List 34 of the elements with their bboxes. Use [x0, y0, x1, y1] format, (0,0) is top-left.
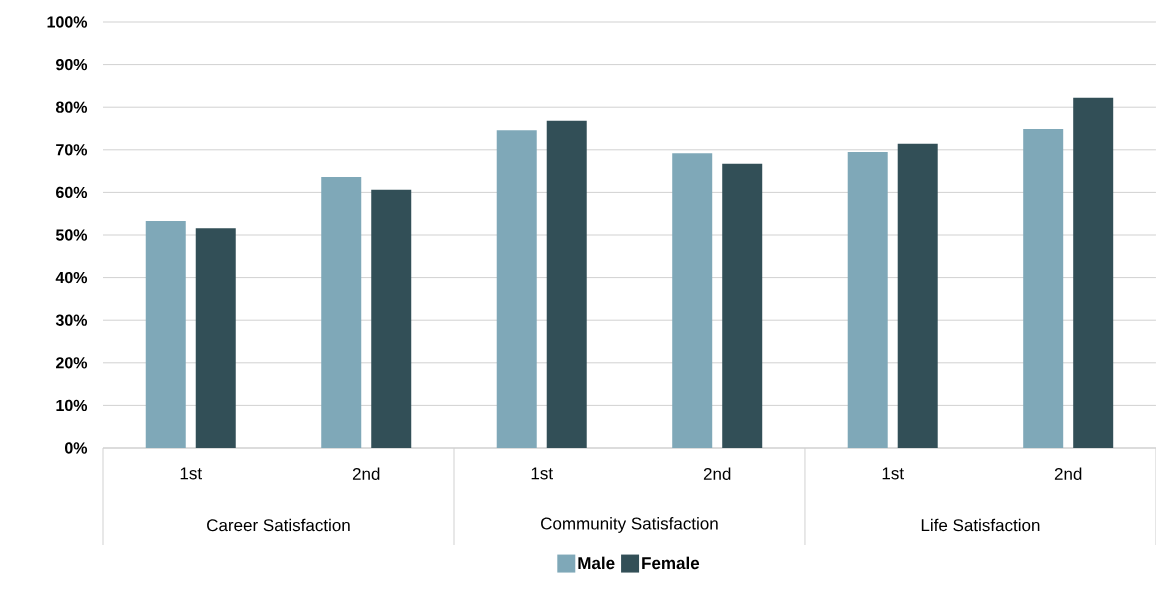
legend-label: Male [578, 556, 615, 570]
y-tick-label: 30% [55, 314, 88, 326]
y-tick-label: 90% [56, 58, 88, 71]
x-tick-label: 2nd [352, 467, 380, 481]
y-tick-label: 40% [55, 271, 88, 284]
bar [722, 163, 763, 448]
x-tick-label: 2nd [703, 467, 731, 481]
x-tick-label: 1st [180, 467, 202, 480]
x-tick-label: 1st [531, 467, 553, 480]
y-tick-label: 50% [55, 229, 88, 241]
y-tick-label: 10% [56, 399, 88, 412]
bar [371, 189, 412, 448]
bar [672, 153, 713, 448]
text: Life Satisfaction [921, 518, 1040, 532]
text: Community Satisfaction [541, 517, 718, 533]
legend-label: Female [642, 556, 700, 570]
bar [546, 120, 587, 448]
bar [1023, 128, 1064, 448]
x-tick-label: 1st [882, 467, 904, 480]
bar [145, 220, 186, 448]
bar [897, 143, 938, 448]
x-tick-label: 2nd [1054, 467, 1082, 481]
y-tick-label: 20% [56, 357, 88, 369]
y-tick-label: 70% [56, 144, 88, 156]
y-tick-label: 0% [65, 442, 88, 454]
bar [321, 177, 362, 448]
bar [1073, 97, 1114, 448]
y-tick-label: 60% [56, 186, 88, 199]
y-tick-label: 80% [55, 101, 88, 113]
bar [847, 151, 888, 448]
bar [195, 228, 236, 448]
text: Career Satisfaction [207, 518, 350, 532]
bar [496, 130, 537, 448]
y-tick-label: 100% [47, 16, 88, 28]
